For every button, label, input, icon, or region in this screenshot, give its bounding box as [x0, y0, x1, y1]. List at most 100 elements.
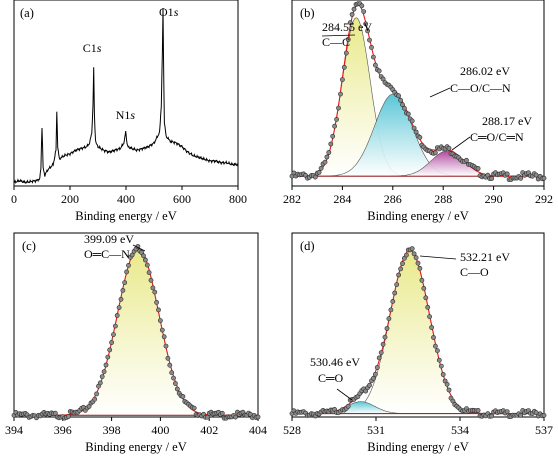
data-point — [378, 350, 384, 355]
data-point — [255, 414, 261, 420]
peak-energy-label: 530.46 eV — [310, 355, 360, 369]
data-point — [396, 93, 401, 99]
data-point — [384, 326, 390, 331]
data-point — [92, 396, 98, 402]
x-tick-label: 286 — [384, 192, 402, 206]
data-point — [427, 314, 432, 320]
data-point — [440, 372, 446, 377]
data-point — [345, 37, 351, 42]
panel-label: (d) — [300, 239, 315, 253]
data-point — [417, 265, 423, 271]
data-point — [114, 313, 120, 318]
data-point — [367, 37, 372, 43]
x-tick-label: 404 — [249, 423, 267, 437]
data-point — [367, 382, 372, 388]
data-point — [322, 159, 328, 165]
x-tick-label: 534 — [451, 423, 469, 437]
data-point — [336, 105, 341, 111]
data-point — [464, 157, 469, 163]
data-point — [541, 175, 547, 181]
data-point — [376, 355, 382, 361]
data-point — [388, 307, 394, 313]
data-point — [504, 171, 510, 177]
x-tick-label: 200 — [61, 192, 79, 206]
data-point — [446, 387, 452, 393]
x-tick-label: 0 — [11, 192, 17, 206]
panel-label: (c) — [22, 239, 36, 253]
peak-label: O1s — [159, 5, 179, 19]
data-point — [107, 347, 113, 353]
x-axis-label: Binding energy / eV — [367, 440, 469, 454]
x-tick-label: 292 — [535, 192, 553, 206]
data-point — [475, 166, 481, 171]
data-point — [105, 354, 111, 360]
panel-c-n1s: 394 396 398 400 402 404 Binding energy / eV (c)… — [5, 232, 267, 454]
x-tick-label: 537 — [535, 423, 553, 437]
data-point — [109, 340, 114, 345]
data-point — [425, 304, 431, 310]
data-point — [417, 134, 423, 140]
panel-label: (b) — [300, 6, 315, 20]
panel-label: (a) — [20, 6, 34, 20]
data-point — [157, 318, 163, 323]
data-point — [116, 305, 122, 310]
data-point — [400, 261, 405, 266]
survey-spectrum-line — [13, 7, 239, 184]
data-point — [370, 54, 376, 60]
x-tick-label: 402 — [200, 423, 218, 437]
data-point — [343, 50, 349, 56]
x-tick-label: 531 — [367, 423, 385, 437]
data-point — [403, 252, 409, 258]
data-point — [339, 77, 345, 82]
data-point — [113, 323, 118, 329]
data-point — [386, 316, 392, 322]
peak-energy-label: 399.09 eV — [84, 232, 134, 246]
x-axis-label: Binding energy / eV — [85, 440, 187, 454]
x-tick-label: 400 — [117, 192, 135, 206]
data-point — [413, 255, 419, 261]
peak-label: C1s — [83, 41, 102, 55]
data-point — [380, 76, 386, 82]
data-point — [432, 150, 438, 156]
data-point — [401, 105, 407, 111]
data-point — [146, 270, 152, 275]
x-tick-label: 282 — [283, 192, 301, 206]
annotation-leader — [429, 87, 451, 98]
data-point — [52, 410, 58, 416]
data-point — [351, 6, 357, 12]
data-point — [411, 251, 417, 257]
peak-bond-label: C—O — [460, 265, 489, 279]
data-point — [318, 165, 324, 171]
plot-frame — [291, 0, 545, 187]
data-point — [413, 129, 419, 135]
data-point — [365, 28, 370, 34]
data-point — [475, 407, 481, 413]
peak-bond-label: C═O/C═N — [470, 130, 524, 144]
data-point — [359, 3, 365, 9]
data-point — [174, 386, 180, 392]
data-point — [124, 269, 129, 275]
data-point — [156, 307, 161, 313]
plot-frame — [291, 232, 545, 418]
x-tick-label: 288 — [434, 192, 452, 206]
data-point — [163, 343, 169, 349]
data-point — [111, 332, 116, 337]
x-tick-label: 290 — [485, 192, 503, 206]
data-point — [374, 365, 380, 370]
data-point — [165, 355, 171, 361]
data-point — [398, 97, 403, 103]
data-point — [330, 133, 336, 139]
data-point — [334, 117, 339, 122]
data-point — [150, 285, 156, 291]
data-point — [533, 172, 539, 178]
data-point — [421, 285, 427, 291]
data-point — [94, 391, 99, 397]
data-point — [169, 370, 175, 376]
data-point — [144, 262, 150, 268]
data-point — [436, 357, 442, 363]
annotation-leader — [451, 136, 471, 151]
data-point — [97, 380, 103, 386]
data-point — [390, 298, 396, 304]
data-point — [338, 91, 343, 97]
